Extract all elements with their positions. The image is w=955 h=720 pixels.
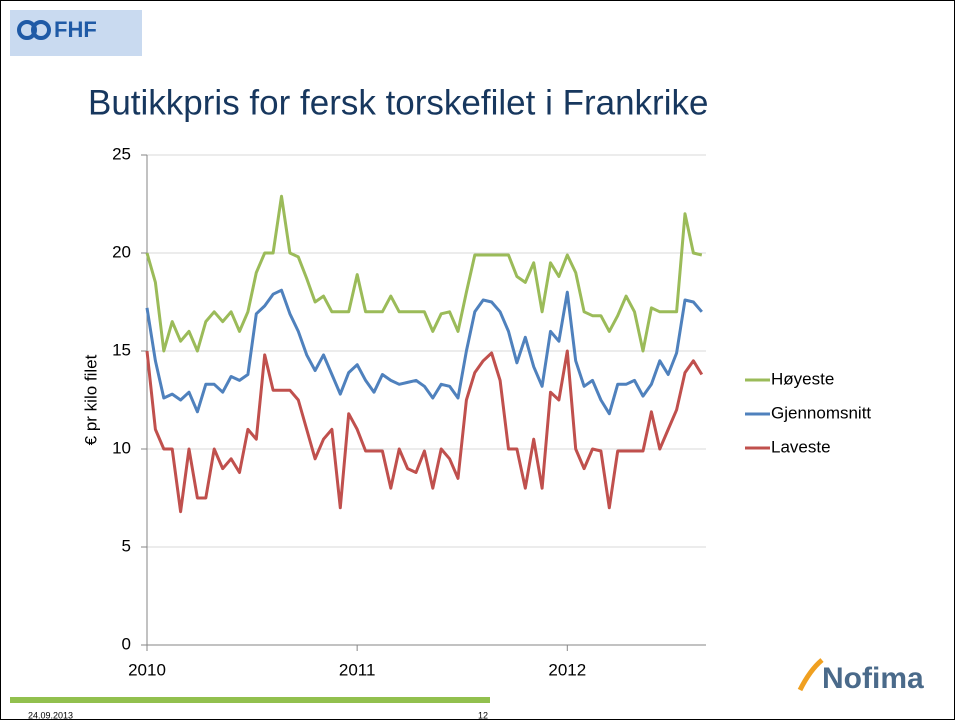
footer-date: 24.09.2013: [28, 710, 73, 720]
legend-label: Høyeste: [771, 369, 834, 388]
logo-mark: [31, 20, 51, 40]
footer-page: 12: [478, 710, 488, 720]
x-tick-label: 2010: [128, 660, 166, 679]
y-tick-label: 15: [112, 340, 131, 359]
series-line: [145, 288, 703, 416]
y-tick-label: 25: [112, 144, 131, 163]
series-line: [145, 349, 704, 514]
y-tick-label: 10: [112, 438, 131, 457]
y-tick-label: 20: [112, 242, 131, 261]
logo-text: FHF: [54, 17, 97, 42]
y-tick-label: 5: [122, 536, 131, 555]
brand-text: Nofima: [822, 662, 924, 695]
slide-title: Butikkpris for fersk torskefilet i Frank…: [88, 83, 708, 122]
y-axis-label: € pr kilo filet: [81, 354, 100, 445]
series-line: [145, 194, 703, 353]
legend-label: Laveste: [771, 437, 831, 456]
x-tick-label: 2011: [339, 660, 376, 679]
y-tick-label: 0: [122, 634, 131, 653]
footer-bar: [10, 697, 490, 703]
legend-label: Gjennomsnitt: [771, 403, 871, 422]
brand-mark: [797, 658, 824, 692]
x-tick-label: 2012: [548, 660, 586, 679]
